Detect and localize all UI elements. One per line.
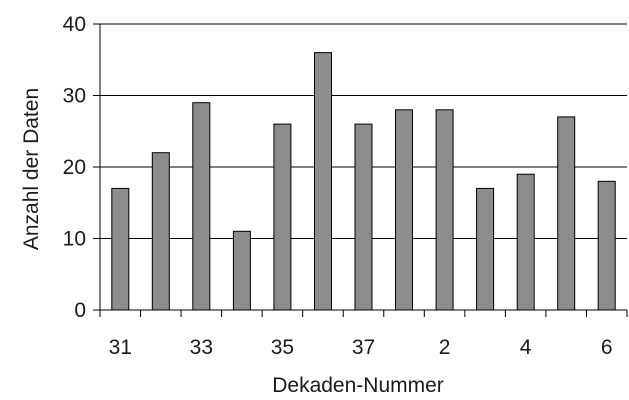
x-tick-label: 2 xyxy=(439,336,451,359)
y-tick-label: 20 xyxy=(63,156,86,179)
bar-33-2 xyxy=(192,102,211,311)
axes xyxy=(93,23,628,317)
bar-6-12 xyxy=(597,180,616,311)
bar-5-11 xyxy=(557,116,576,311)
y-tick-label: 0 xyxy=(74,299,86,322)
bar-35-4 xyxy=(273,123,292,311)
bar-37-6 xyxy=(354,123,373,311)
bar-31-0 xyxy=(111,187,130,311)
x-tick-label: 4 xyxy=(520,336,532,359)
y-tick-label: 30 xyxy=(63,85,86,108)
bars xyxy=(111,52,616,311)
y-axis-label: Anzahl der Daten xyxy=(20,88,43,250)
y-tick-label: 40 xyxy=(63,13,86,36)
y-tick-label: 10 xyxy=(63,228,86,251)
x-tick-label: 35 xyxy=(271,336,294,359)
bar-34-3 xyxy=(232,230,251,311)
x-tick-labels: 31 33 35 37 2 4 6 xyxy=(109,336,613,359)
bar-1-7 xyxy=(395,109,413,311)
x-tick-label: 6 xyxy=(601,336,613,359)
bar-2-8 xyxy=(435,109,454,311)
y-tick-labels: 0 10 20 30 40 xyxy=(63,13,86,322)
bar-3-9 xyxy=(476,187,495,311)
bar-4-10 xyxy=(516,173,535,311)
x-tick-label: 31 xyxy=(109,336,132,359)
x-axis-label: Dekaden-Nummer xyxy=(272,374,444,397)
x-tick-label: 37 xyxy=(352,336,375,359)
x-tick-label: 33 xyxy=(190,336,213,359)
bar-36-5 xyxy=(314,52,332,311)
bar-32-1 xyxy=(151,152,170,311)
